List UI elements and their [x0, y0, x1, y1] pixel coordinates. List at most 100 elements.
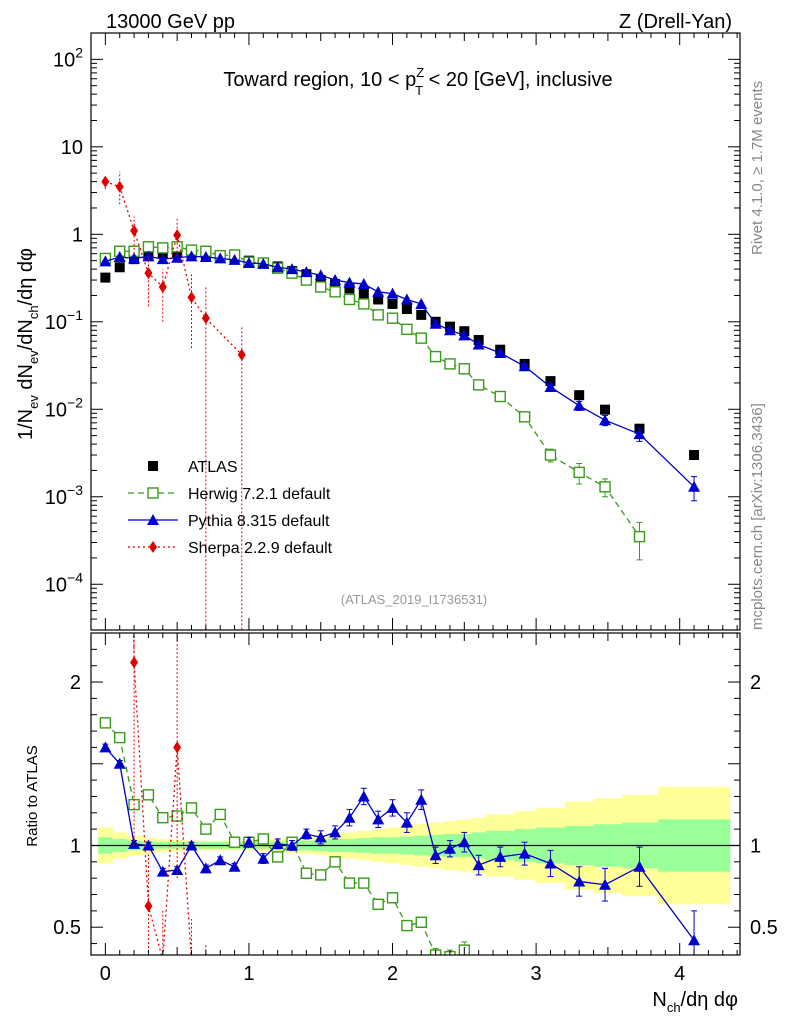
data-point [494, 346, 507, 358]
ratio-point [458, 836, 471, 848]
series-pythia [99, 250, 701, 502]
y-tick-label: 10−4 [45, 569, 83, 596]
data-point [494, 390, 506, 403]
data-point [429, 317, 442, 329]
data-point [142, 250, 155, 262]
ratio-y-tick-label: 2 [70, 672, 81, 694]
ratio-series-sherpa [130, 633, 210, 982]
data-point [688, 480, 701, 492]
mcplots-label: mcplots.cern.ch [arXiv:1306.3436] [749, 403, 766, 630]
data-point [518, 411, 531, 423]
data-point [544, 449, 557, 461]
ratio-point [228, 836, 241, 848]
series-herwig [99, 241, 646, 561]
data-point [144, 267, 153, 280]
series-line-sherpa [105, 181, 243, 356]
main-panel: 102 10 1 10−1 10−2 10−3 10−4 Toward region, 10… [15, 32, 741, 631]
series-data [100, 247, 700, 461]
ratio-point [314, 831, 327, 843]
data-point [171, 251, 184, 263]
y-tick-label: 10−2 [45, 394, 83, 421]
ratio-xlabel: Nch/dη dφ [652, 989, 738, 1015]
ratio-point [257, 833, 270, 845]
ratio-point [400, 816, 413, 828]
ratio-panel: 0.5 0.5 1 1 2 2 0 1 2 3 4 Ratio to ATLAS Nch/dη dφ [24, 632, 778, 1015]
data-point [633, 530, 646, 543]
ratio-point [286, 839, 299, 851]
ratio-axes: 0.5 0.5 1 1 2 2 0 1 2 3 4 [53, 632, 778, 985]
legend-marker [147, 487, 159, 499]
ratio-point [300, 828, 313, 840]
data-point [271, 261, 284, 273]
legend-entry-pythia: Pythia 8.315 default [128, 513, 330, 530]
ratio-point [386, 801, 399, 813]
ratio-y-tick-label-right: 1 [750, 835, 761, 857]
data-point [300, 266, 313, 278]
ratio-point [358, 877, 370, 889]
ratio-point [472, 859, 485, 871]
plot-title: Toward region, 10 < pZ T < 20 [GeV], incl… [223, 65, 612, 98]
y-tick-label: 10 [61, 137, 83, 159]
data-point [386, 312, 399, 324]
data-point [156, 253, 169, 265]
ratio-point [185, 802, 198, 814]
main-ylabel: 1/Nev dNev/dNch/dη dφ [15, 248, 41, 440]
ratio-point [144, 899, 153, 912]
data-point [599, 414, 612, 426]
ratio-point [573, 875, 586, 887]
data-point [114, 262, 125, 273]
ratio-point [257, 852, 270, 864]
analysis-tag: (ATLAS_2019_I1736531) [341, 592, 487, 607]
y-tick-label: 102 [53, 44, 83, 71]
ratio-point [688, 934, 701, 946]
legend-marker [149, 541, 157, 553]
data-point [386, 287, 399, 299]
process-label: Z (Drell-Yan) [619, 11, 732, 33]
title-prefix: Toward region, 10 < p [223, 69, 416, 91]
ratio-point [443, 842, 456, 854]
ratio-point [173, 741, 182, 754]
data-point [343, 276, 356, 288]
data-point [315, 281, 327, 293]
data-point [372, 309, 384, 321]
data-point [373, 294, 384, 305]
legend-marker [147, 514, 159, 525]
data-point [415, 297, 428, 309]
ratio-point [386, 892, 399, 904]
ratio-point [372, 898, 384, 911]
ratio-y-tick-label: 0.5 [53, 917, 81, 939]
y-tick-label: 10−3 [45, 482, 83, 509]
ratio-point [271, 837, 284, 849]
ratio-point [415, 793, 428, 805]
legend: ATLAS Herwig 7.2.1 default Pythia 8.315 de… [128, 459, 333, 557]
data-point [472, 338, 485, 350]
ratio-point [401, 919, 413, 932]
data-point [101, 175, 110, 188]
ratio-ylabel: Ratio to ATLAS [24, 745, 41, 846]
ratio-point [633, 860, 646, 872]
y-tick-label: 1 [72, 224, 83, 246]
series-line-herwig [105, 246, 641, 538]
ratio-frame [90, 632, 741, 956]
ratio-point [162, 953, 164, 955]
data-point [199, 251, 212, 263]
ratio-point [202, 970, 210, 982]
data-point [158, 280, 167, 293]
legend-label: Pythia 8.315 default [188, 513, 330, 530]
legend-label: Sherpa 2.2.9 default [188, 540, 333, 557]
ratio-point [518, 847, 531, 859]
energy-label: 13000 GeV pp [106, 11, 235, 33]
series-line-pythia [105, 255, 695, 488]
main-series [99, 171, 701, 630]
x-tick-label: 3 [531, 963, 542, 985]
main-axes: 102 10 1 10−1 10−2 10−3 10−4 [45, 32, 741, 631]
ratio-point [242, 836, 255, 848]
data-point [458, 363, 471, 375]
data-point [214, 252, 227, 264]
data-point [343, 293, 356, 306]
ratio-point [300, 867, 313, 879]
ratio-point [214, 854, 227, 866]
ratio-point [343, 811, 356, 823]
data-point [142, 241, 155, 253]
